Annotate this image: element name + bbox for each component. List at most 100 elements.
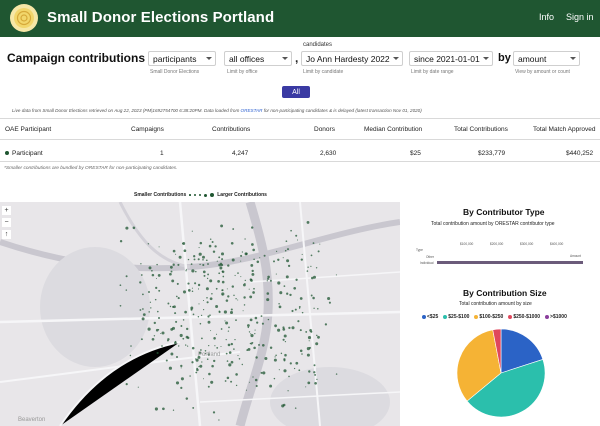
contribution-dot (299, 329, 302, 332)
legend-item-gt1000[interactable]: >$1000 (545, 314, 567, 320)
legend-item-lt25[interactable]: <$25 (422, 314, 438, 320)
contribution-dot (296, 239, 299, 241)
contribution-dot (140, 274, 143, 276)
legend-item-100-250[interactable]: $100-$250 (474, 314, 503, 320)
contribution-dot (307, 381, 311, 385)
contribution-dot (312, 296, 315, 300)
all-button[interactable]: All (282, 86, 310, 98)
contribution-dot (288, 375, 290, 378)
legend-item-250-1000[interactable]: $250-$1000 (508, 314, 540, 320)
contribution-dot (151, 273, 155, 277)
live-data-note: Live data from Small Donor Elections ret… (12, 108, 422, 113)
contribution-dot (235, 319, 237, 322)
contribution-dot (220, 345, 222, 348)
pie-slice--250-1000[interactable] (492, 328, 502, 374)
contribution-dot (235, 298, 237, 300)
contribution-dot (287, 390, 289, 392)
date-range-value: since 2021-01-01 (414, 54, 480, 64)
contribution-dot (298, 305, 301, 308)
contribution-dot (182, 337, 185, 340)
nav-signin-link[interactable]: Sign in (566, 12, 594, 22)
contribution-dot (182, 290, 187, 294)
contribution-dot (195, 358, 197, 360)
contribution-dot (244, 238, 246, 240)
tick-300k: $300,000 (520, 242, 534, 246)
contribution-dot (255, 384, 258, 388)
contribution-dot (199, 263, 201, 266)
participants-select[interactable]: participants (148, 51, 216, 66)
contribution-dot (155, 328, 159, 332)
contribution-dot (316, 378, 318, 381)
contribution-dot (269, 279, 272, 282)
logo-rose-icon[interactable] (10, 4, 38, 32)
contribution-dot (293, 286, 297, 290)
pie-slice--25-100[interactable] (466, 359, 546, 418)
contribution-dot (227, 295, 230, 298)
contribution-dot (207, 263, 209, 265)
contribution-dot (288, 326, 291, 330)
col-header-contributions[interactable]: Contributions (212, 126, 251, 133)
table-row[interactable]: Participant (5, 150, 43, 157)
contribution-dot (215, 287, 218, 290)
zoom-out-button[interactable]: − (2, 218, 11, 227)
col-header-participant[interactable]: OAE Participant (5, 126, 52, 133)
contribution-map[interactable]: + − ↑ Portland Beaverton (0, 202, 400, 426)
by-label: by (498, 52, 511, 64)
contribution-dot (178, 255, 182, 259)
contribution-dot (221, 258, 224, 261)
contribution-dot (240, 254, 243, 257)
contribution-dot (231, 258, 235, 262)
date-range-select[interactable]: since 2021-01-01 (409, 51, 493, 66)
contribution-dot (206, 277, 209, 280)
legend-dot-xs (189, 194, 191, 196)
contribution-dot (208, 244, 212, 248)
zoom-in-button[interactable]: + (2, 206, 11, 215)
contribution-dot (137, 386, 139, 388)
office-select[interactable]: all offices (224, 51, 292, 66)
contribution-dot (219, 266, 223, 270)
legend-label: $100-$250 (479, 314, 504, 320)
contribution-dot (335, 373, 338, 375)
pie-slice--25[interactable] (500, 328, 544, 374)
col-header-donors[interactable]: Donors (314, 126, 335, 133)
col-header-median[interactable]: Median Contribution (364, 126, 423, 133)
contribution-dot (301, 353, 303, 355)
col-header-total-contributions[interactable]: Total Contributions (454, 126, 508, 133)
legend-item-25-100[interactable]: $25-$100 (443, 314, 469, 320)
nav-info-link[interactable]: Info (539, 12, 555, 22)
contribution-dot (182, 242, 186, 245)
legend-dot-m (198, 193, 202, 197)
contribution-dot (185, 344, 187, 346)
contribution-dot (248, 331, 251, 333)
contribution-dot (210, 330, 212, 332)
legend-label: $250-$1000 (513, 314, 541, 320)
contribution-dot (229, 310, 234, 315)
contribution-dot (149, 301, 152, 303)
contribution-dot (335, 274, 337, 276)
contribution-dot (282, 338, 285, 341)
contribution-dot (273, 377, 276, 380)
pie-slice--100-250[interactable] (456, 329, 502, 402)
candidate-select[interactable]: Jo Ann Hardesty 2022 (301, 51, 403, 66)
brand-title[interactable]: Small Donor Elections Portland (47, 9, 275, 26)
contribution-dot (248, 288, 250, 290)
contribution-dot (125, 383, 128, 386)
contribution-size-pie[interactable] (455, 327, 547, 419)
contribution-dot (289, 362, 292, 365)
contribution-dot (251, 226, 254, 229)
contribution-dot (305, 386, 307, 388)
contribution-dot (291, 309, 294, 313)
col-header-campaigns[interactable]: Campaigns (131, 126, 164, 133)
view-by-select[interactable]: amount (513, 51, 580, 66)
contribution-dot (261, 343, 265, 347)
participant-dot-icon (5, 151, 9, 156)
legend-dot-s (193, 194, 196, 196)
contribution-dot (253, 346, 256, 350)
reset-north-button[interactable]: ↑ (2, 230, 11, 239)
col-header-total-match[interactable]: Total Match Approved (533, 126, 596, 133)
bar-individual[interactable] (437, 261, 583, 264)
contribution-dot (306, 353, 310, 357)
orestar-link[interactable]: ORESTAR (240, 108, 263, 113)
contribution-dot (295, 234, 298, 237)
contribution-dot (231, 285, 234, 288)
